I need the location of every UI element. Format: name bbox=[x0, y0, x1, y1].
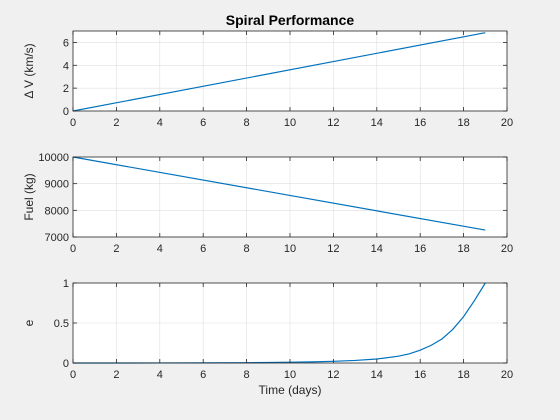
x-tick-label: 2 bbox=[113, 117, 119, 129]
x-tick-label: 8 bbox=[244, 243, 250, 255]
x-tick-label: 20 bbox=[501, 117, 513, 129]
y-tick-label: 8000 bbox=[45, 205, 69, 217]
x-tick-label: 16 bbox=[414, 369, 426, 381]
y-axis-label: Δ V (km/s) bbox=[22, 43, 36, 98]
subplot-1: 0 2 4 6 8 10 12 14 16 18 20 0 2 4 6 Spiral Performance Δ… bbox=[22, 12, 513, 129]
x-tick-label: 6 bbox=[200, 243, 206, 255]
x-tick-label: 2 bbox=[113, 243, 119, 255]
x-tick-label: 10 bbox=[284, 117, 296, 129]
x-tick-label: 0 bbox=[70, 243, 76, 255]
x-tick-label: 6 bbox=[200, 369, 206, 381]
y-tick-label: 6 bbox=[63, 37, 69, 49]
x-tick-label: 14 bbox=[371, 243, 383, 255]
x-tick-label: 4 bbox=[157, 243, 163, 255]
x-tick-label: 8 bbox=[244, 369, 250, 381]
x-tick-label: 18 bbox=[457, 369, 469, 381]
x-axis-label: Time (days) bbox=[259, 383, 322, 397]
x-tick-label: 12 bbox=[327, 117, 339, 129]
x-tick-label: 14 bbox=[371, 369, 383, 381]
y-tick-label: 0 bbox=[63, 106, 69, 118]
y-tick-label: 10000 bbox=[38, 152, 69, 164]
chart-title: Spiral Performance bbox=[226, 12, 355, 28]
x-tick-label: 10 bbox=[284, 369, 296, 381]
x-tick-label: 10 bbox=[284, 243, 296, 255]
y-tick-label: 2 bbox=[63, 83, 69, 95]
x-tick-label: 16 bbox=[414, 243, 426, 255]
x-tick-label: 4 bbox=[157, 117, 163, 129]
series-line bbox=[72, 32, 486, 112]
series-line bbox=[72, 156, 486, 231]
y-tick-label: 0 bbox=[63, 358, 69, 370]
y-tick-label: 4 bbox=[63, 60, 69, 72]
x-tick-label: 16 bbox=[414, 117, 426, 129]
x-tick-label: 6 bbox=[200, 117, 206, 129]
x-tick-label: 12 bbox=[327, 369, 339, 381]
subplot-3: 0 2 4 6 8 10 12 14 16 18 20 0 0.5 1 e Time (days) bbox=[22, 278, 513, 397]
x-tick-label: 18 bbox=[457, 243, 469, 255]
x-tick-label: 0 bbox=[70, 117, 76, 129]
x-tick-label: 4 bbox=[157, 369, 163, 381]
y-tick-label: 0.5 bbox=[54, 318, 69, 330]
x-tick-label: 18 bbox=[457, 117, 469, 129]
x-tick-label: 0 bbox=[70, 369, 76, 381]
x-tick-label: 20 bbox=[501, 243, 513, 255]
x-tick-label: 12 bbox=[327, 243, 339, 255]
y-tick-label: 1 bbox=[63, 278, 69, 290]
y-tick-label: 7000 bbox=[45, 232, 69, 244]
y-tick-label: 9000 bbox=[45, 179, 69, 191]
x-tick-label: 14 bbox=[371, 117, 383, 129]
x-tick-label: 8 bbox=[244, 117, 250, 129]
y-axis-label: Fuel (kg) bbox=[22, 173, 36, 220]
x-tick-label: 2 bbox=[113, 369, 119, 381]
y-axis-label: e bbox=[22, 319, 36, 326]
x-tick-label: 20 bbox=[501, 369, 513, 381]
